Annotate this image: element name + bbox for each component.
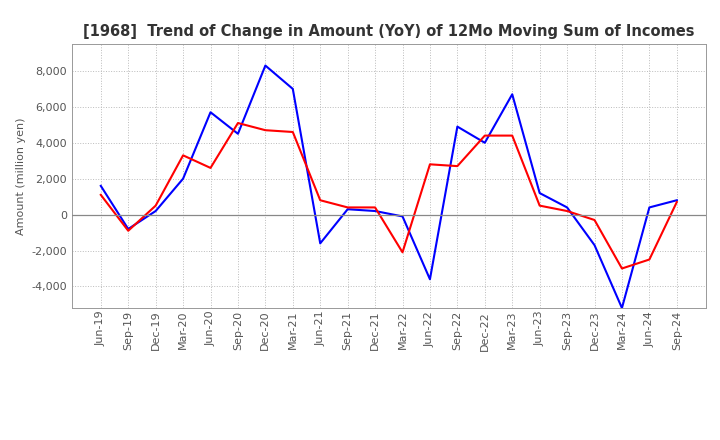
Net Income [289,129,297,135]
Net Income [563,209,572,214]
Ordinary Income [343,207,352,212]
Net Income [672,199,681,205]
Line: Net Income: Net Income [101,123,677,268]
Net Income [536,203,544,208]
Ordinary Income [426,277,434,282]
Line: Ordinary Income: Ordinary Income [101,66,677,308]
Net Income [590,217,599,223]
Ordinary Income [563,205,572,210]
Title: [1968]  Trend of Change in Amount (YoY) of 12Mo Moving Sum of Incomes: [1968] Trend of Change in Amount (YoY) o… [83,24,695,39]
Net Income [426,161,434,167]
Net Income [96,192,105,198]
Ordinary Income [590,242,599,248]
Ordinary Income [508,92,516,97]
Net Income [233,121,242,126]
Net Income [261,128,270,133]
Ordinary Income [645,205,654,210]
Ordinary Income [371,209,379,214]
Ordinary Income [453,124,462,129]
Ordinary Income [124,226,132,231]
Net Income [453,164,462,169]
Ordinary Income [289,86,297,92]
Ordinary Income [398,214,407,219]
Net Income [206,165,215,171]
Net Income [151,203,160,208]
Net Income [124,228,132,233]
Ordinary Income [151,209,160,214]
Ordinary Income [233,131,242,136]
Net Income [618,266,626,271]
Ordinary Income [536,191,544,196]
Net Income [343,205,352,210]
Net Income [398,249,407,255]
Net Income [179,153,187,158]
Ordinary Income [206,110,215,115]
Ordinary Income [96,183,105,188]
Ordinary Income [316,241,325,246]
Net Income [371,205,379,210]
Ordinary Income [261,63,270,68]
Y-axis label: Amount (million yen): Amount (million yen) [16,117,26,235]
Net Income [645,257,654,262]
Ordinary Income [179,176,187,181]
Net Income [508,133,516,138]
Net Income [480,133,489,138]
Ordinary Income [672,198,681,203]
Ordinary Income [618,305,626,311]
Ordinary Income [480,140,489,145]
Net Income [316,198,325,203]
